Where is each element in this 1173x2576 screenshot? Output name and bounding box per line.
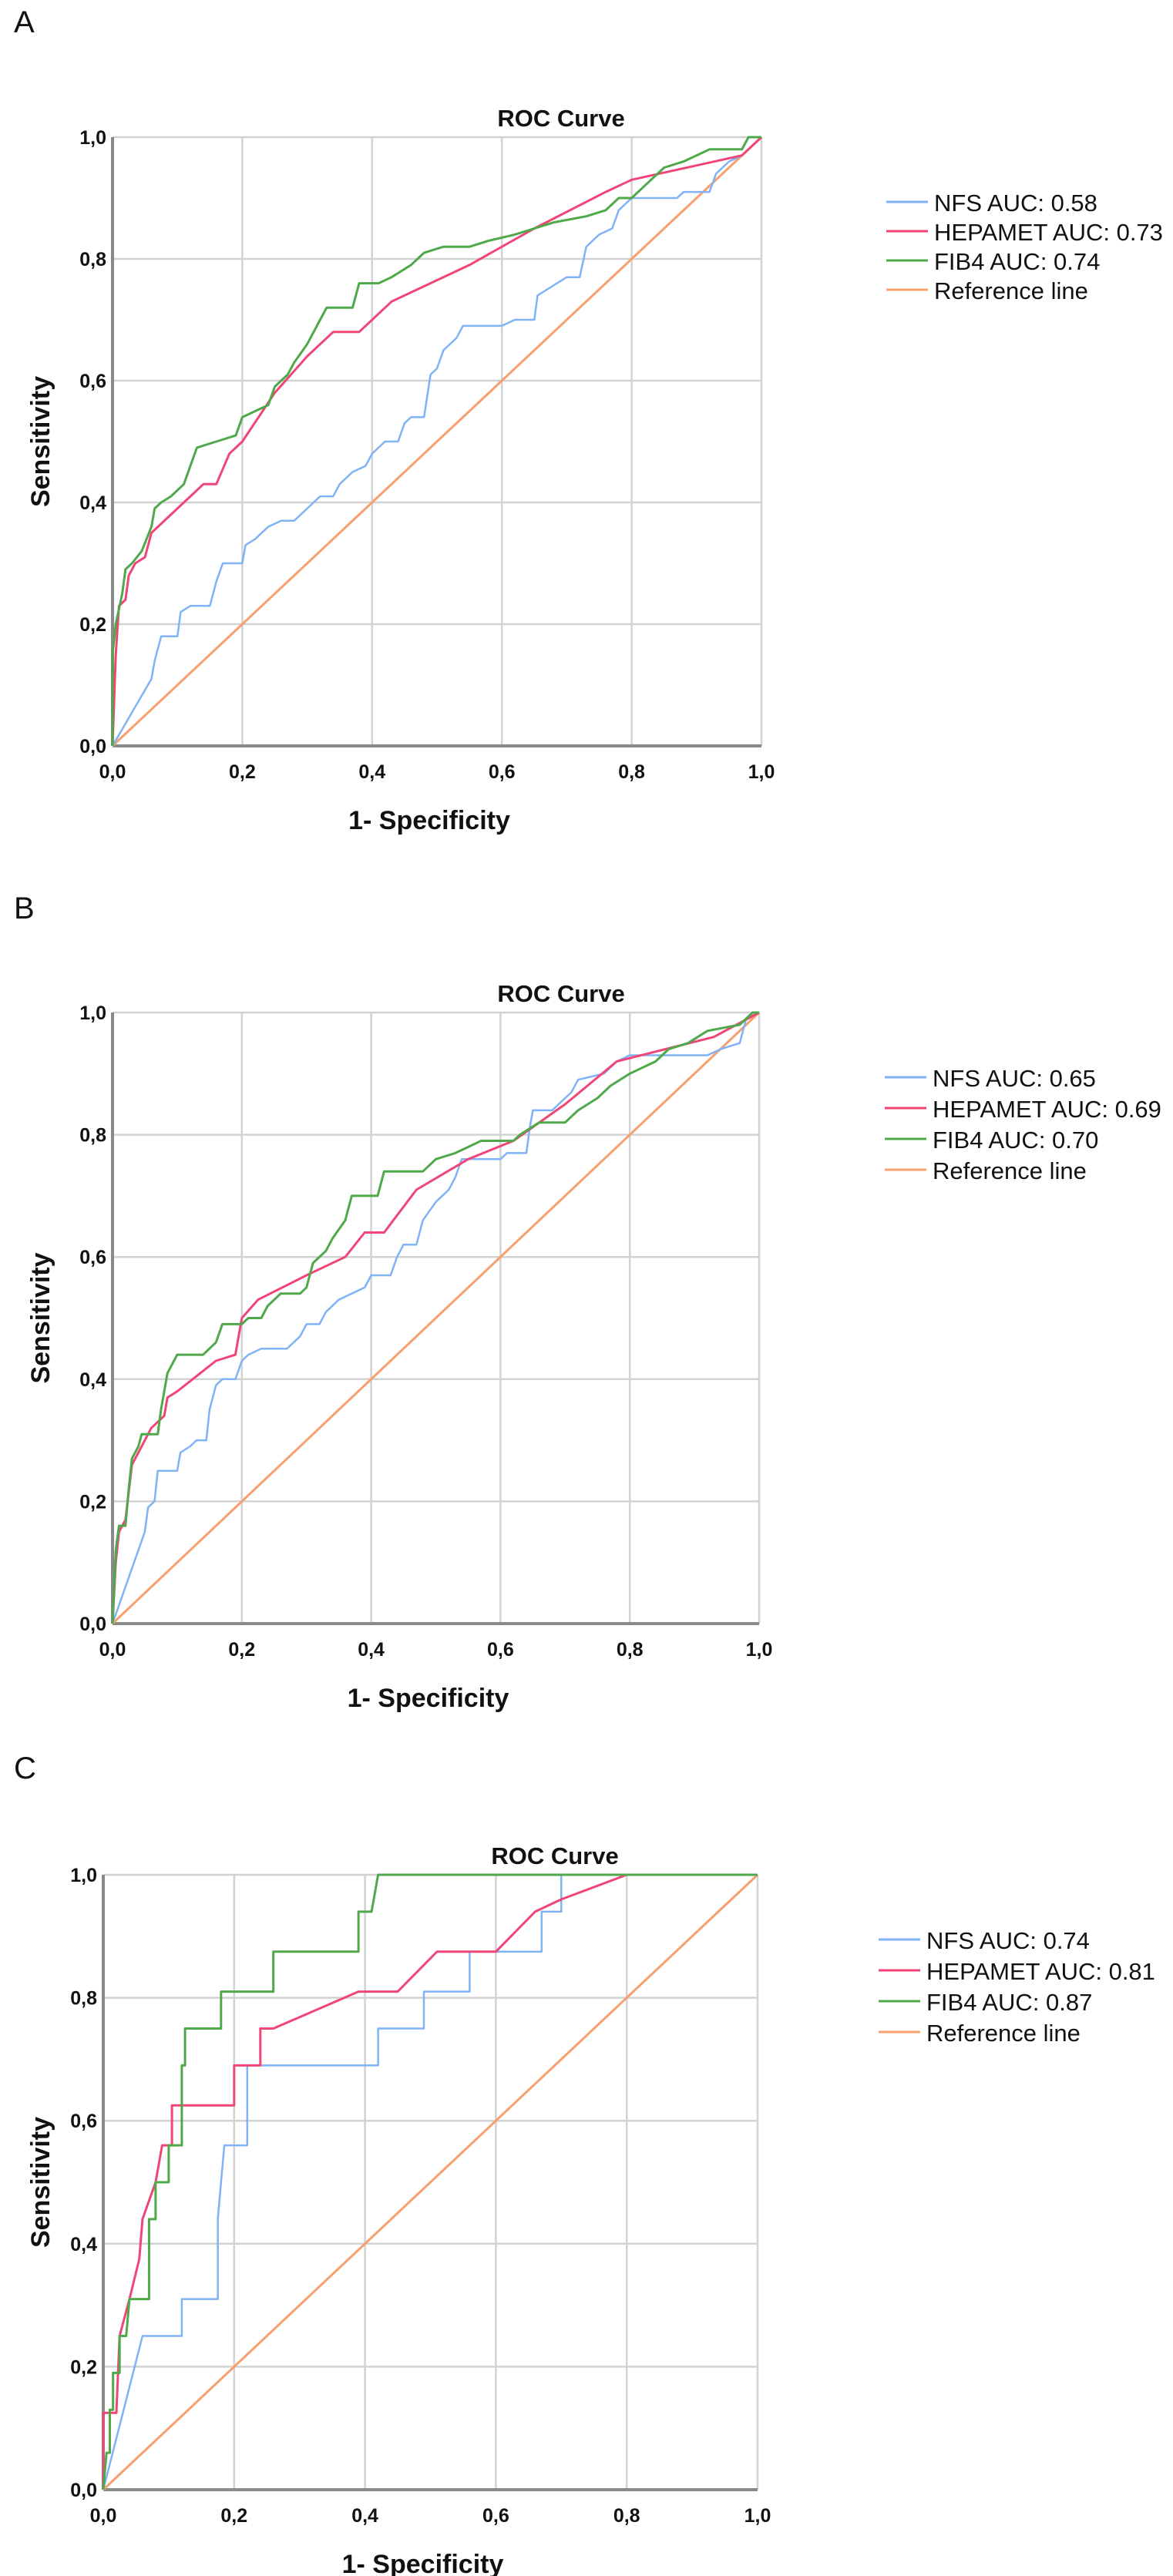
legend-label: Reference line [934, 277, 1088, 304]
y-tick-label: 0,0 [79, 736, 106, 757]
roc-panel-a: A 0,0 0,2 0,4 0,6 0,8 1,0 0,0 0,2 0,4 0,6 0,8 1,0 ROC… [14, 5, 1163, 835]
legend-label: NFS AUC: 0.74 [926, 1927, 1090, 1954]
y-tick-label: 0,6 [79, 371, 106, 392]
legend: NFS AUC: 0.74 HEPAMET AUC: 0.81 FIB4 AUC: … [879, 1927, 1155, 2047]
series-line-nfs [102, 1873, 758, 2490]
y-axis-label: Sensitivity [26, 2117, 55, 2248]
x-axis-label: 1- Specificity [348, 1684, 509, 1713]
panel-label: C [14, 1751, 36, 1785]
legend-label: FIB4 AUC: 0.70 [933, 1127, 1098, 1154]
legend-label: HEPAMET AUC: 0.69 [933, 1096, 1161, 1123]
chart-title: ROC Curve [497, 980, 624, 1007]
y-tick-label: 1,0 [79, 127, 106, 149]
legend-label: NFS AUC: 0.65 [933, 1065, 1096, 1092]
legend: NFS AUC: 0.65 HEPAMET AUC: 0.69 FIB4 AUC: … [885, 1065, 1161, 1184]
x-tick-label: 0,6 [487, 1639, 514, 1661]
series-line-fib4 [102, 1873, 758, 2490]
x-tick-label: 0,2 [220, 2505, 247, 2527]
roc-panel-b: B 0,0 0,2 0,4 0,6 0,8 1,0 0,0 0,2 0,4 0,6 0,8 1,0 ROC… [14, 892, 1161, 1713]
y-tick-label: 0,2 [70, 2356, 97, 2378]
series-line-reference [102, 1873, 759, 2491]
y-tick-label: 0,8 [79, 1125, 106, 1147]
x-tick-label: 0,4 [358, 761, 385, 783]
y-tick-label: 0,2 [79, 614, 106, 636]
y-tick-label: 0,6 [70, 2111, 97, 2132]
x-tick-label: 0,0 [99, 1639, 126, 1661]
x-tick-label: 0,0 [90, 2505, 117, 2527]
series-line-hepamet [111, 1011, 760, 1624]
chart-title: ROC Curve [491, 1842, 618, 1869]
y-axis-label: Sensitivity [26, 376, 55, 507]
x-tick-label: 1,0 [746, 1639, 773, 1661]
x-tick-label: 0,8 [618, 761, 645, 783]
series-line-fib4 [111, 136, 761, 746]
y-tick-label: 0,8 [79, 249, 106, 270]
y-tick-label: 0,2 [79, 1491, 106, 1513]
y-tick-label: 0,8 [70, 1988, 97, 2010]
x-tick-label: 0,8 [617, 1639, 644, 1661]
y-axis-label: Sensitivity [26, 1252, 55, 1383]
x-tick-label: 0,2 [229, 761, 256, 783]
roc-panel-c: C 0,0 0,2 0,4 0,6 0,8 1,0 0,0 0,2 0,4 0,6 0,8 1,0 ROC… [14, 1751, 1155, 2576]
chart-title: ROC Curve [497, 105, 624, 132]
series-line-nfs [111, 1011, 760, 1624]
series-line-reference [111, 1011, 761, 1625]
x-tick-label: 0,6 [482, 2505, 509, 2527]
x-tick-label: 0,8 [613, 2505, 640, 2527]
y-tick-label: 0,0 [70, 2480, 97, 2501]
y-tick-label: 0,0 [79, 1614, 106, 1635]
y-tick-label: 0,4 [79, 1369, 106, 1391]
x-axis-label: 1- Specificity [348, 806, 510, 835]
series-line-hepamet [111, 136, 763, 747]
x-tick-label: 0,4 [358, 1639, 385, 1661]
panel-label: A [14, 5, 35, 39]
series-line-nfs [111, 136, 762, 747]
legend-label: FIB4 AUC: 0.87 [926, 1989, 1092, 2016]
x-tick-label: 1,0 [748, 761, 775, 783]
legend-label: NFS AUC: 0.58 [934, 190, 1097, 217]
y-tick-label: 0,6 [79, 1247, 106, 1268]
legend-label: HEPAMET AUC: 0.73 [934, 219, 1163, 246]
y-tick-label: 0,4 [70, 2234, 97, 2255]
x-tick-label: 0,2 [228, 1639, 255, 1661]
x-axis-label: 1- Specificity [342, 2550, 504, 2576]
x-tick-label: 0,0 [99, 761, 126, 783]
legend-label: Reference line [926, 2020, 1081, 2047]
panel-label: B [14, 892, 35, 925]
legend-label: FIB4 AUC: 0.74 [934, 248, 1100, 275]
series-line-fib4 [111, 1011, 759, 1624]
x-tick-label: 0,4 [351, 2505, 378, 2527]
y-tick-label: 0,4 [79, 492, 106, 514]
legend-label: Reference line [933, 1157, 1087, 1184]
series-line-reference [111, 136, 763, 747]
x-tick-label: 1,0 [744, 2505, 771, 2527]
x-tick-label: 0,6 [489, 761, 516, 783]
y-tick-label: 1,0 [70, 1865, 97, 1886]
y-tick-label: 1,0 [79, 1003, 106, 1024]
legend-label: HEPAMET AUC: 0.81 [926, 1958, 1155, 1985]
